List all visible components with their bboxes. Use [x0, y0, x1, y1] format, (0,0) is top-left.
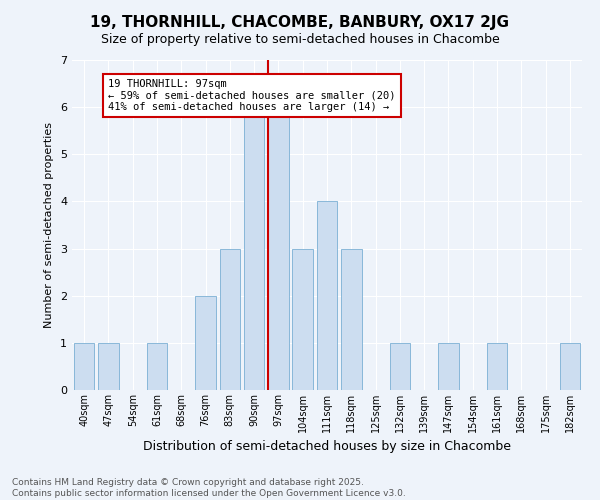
Bar: [98, 343, 119, 390]
Bar: [438, 343, 459, 390]
Bar: [146, 343, 167, 390]
Text: 19, THORNHILL, CHACOMBE, BANBURY, OX17 2JG: 19, THORNHILL, CHACOMBE, BANBURY, OX17 2…: [91, 15, 509, 30]
Bar: [292, 248, 313, 390]
Text: Contains HM Land Registry data © Crown copyright and database right 2025.
Contai: Contains HM Land Registry data © Crown c…: [12, 478, 406, 498]
X-axis label: Distribution of semi-detached houses by size in Chacombe: Distribution of semi-detached houses by …: [143, 440, 511, 454]
Bar: [268, 107, 289, 390]
Bar: [74, 343, 94, 390]
Bar: [317, 202, 337, 390]
Bar: [389, 343, 410, 390]
Bar: [244, 107, 265, 390]
Bar: [341, 248, 362, 390]
Bar: [220, 248, 240, 390]
Bar: [195, 296, 216, 390]
Text: 19 THORNHILL: 97sqm
← 59% of semi-detached houses are smaller (20)
41% of semi-d: 19 THORNHILL: 97sqm ← 59% of semi-detach…: [109, 79, 396, 112]
Text: Size of property relative to semi-detached houses in Chacombe: Size of property relative to semi-detach…: [101, 32, 499, 46]
Y-axis label: Number of semi-detached properties: Number of semi-detached properties: [44, 122, 55, 328]
Bar: [560, 343, 580, 390]
Bar: [487, 343, 508, 390]
